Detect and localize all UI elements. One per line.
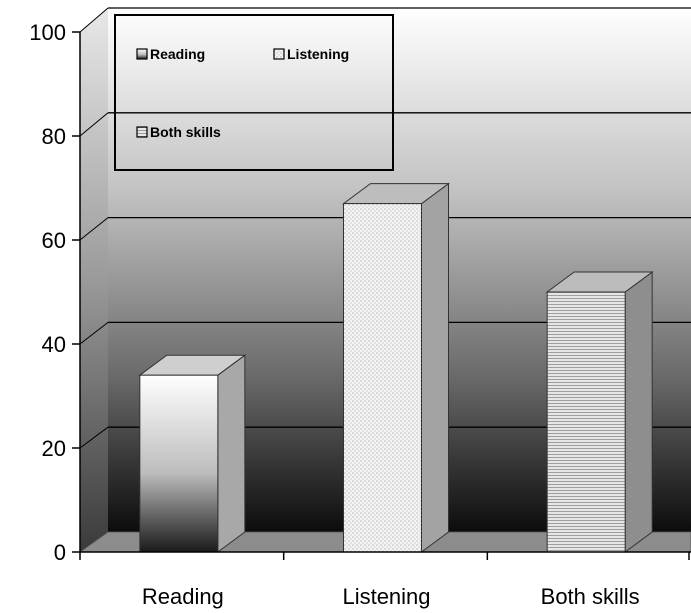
legend-box bbox=[114, 14, 394, 171]
chart-side-wall bbox=[80, 8, 108, 552]
legend-entry-reading: Reading bbox=[136, 46, 205, 62]
bar-front-both-skills bbox=[546, 291, 626, 553]
gridline-side-2 bbox=[79, 322, 109, 345]
y-tick-label-4: 80 bbox=[42, 124, 66, 149]
y-tick-label-5: 100 bbox=[29, 20, 66, 45]
y-tick-label-2: 40 bbox=[42, 332, 66, 357]
legend-swatch-listening bbox=[273, 48, 285, 60]
y-tick-label-1: 20 bbox=[42, 436, 66, 461]
y-tick-label-3: 60 bbox=[42, 228, 66, 253]
bar-reading bbox=[138, 354, 247, 553]
gridline-side-4 bbox=[79, 112, 109, 137]
bar-side-reading bbox=[217, 354, 246, 553]
bar-side-listening bbox=[421, 182, 449, 553]
legend-label-both-skills: Both skills bbox=[150, 124, 221, 140]
x-axis: Reading Listening Both skills bbox=[79, 552, 690, 609]
bars bbox=[138, 182, 654, 553]
bar-front-listening bbox=[343, 203, 422, 553]
legend-swatch-reading bbox=[136, 48, 148, 60]
gridline-side-1 bbox=[79, 426, 109, 449]
x-tick-label-both-skills: Both skills bbox=[541, 584, 640, 609]
gridline-side-3 bbox=[79, 217, 109, 241]
bar-both-skills bbox=[545, 271, 654, 553]
bar-side-both-skills bbox=[624, 271, 653, 553]
legend-entry-both-skills: Both skills bbox=[136, 124, 221, 140]
y-axis: 0 20 40 60 80 100 bbox=[29, 20, 80, 565]
legend-swatch-both-skills bbox=[136, 126, 148, 138]
bar-front-reading bbox=[139, 374, 219, 553]
legend: Reading Listening Both skills bbox=[114, 14, 394, 171]
x-tick-label-listening: Listening bbox=[342, 584, 430, 609]
bar-listening bbox=[341, 182, 451, 553]
y-tick-label-0: 0 bbox=[54, 540, 66, 565]
x-tick-label-reading: Reading bbox=[142, 584, 224, 609]
legend-label-listening: Listening bbox=[287, 46, 349, 62]
legend-label-reading: Reading bbox=[150, 46, 205, 62]
gridline-side-5 bbox=[79, 7, 109, 33]
legend-entry-listening: Listening bbox=[273, 46, 349, 62]
